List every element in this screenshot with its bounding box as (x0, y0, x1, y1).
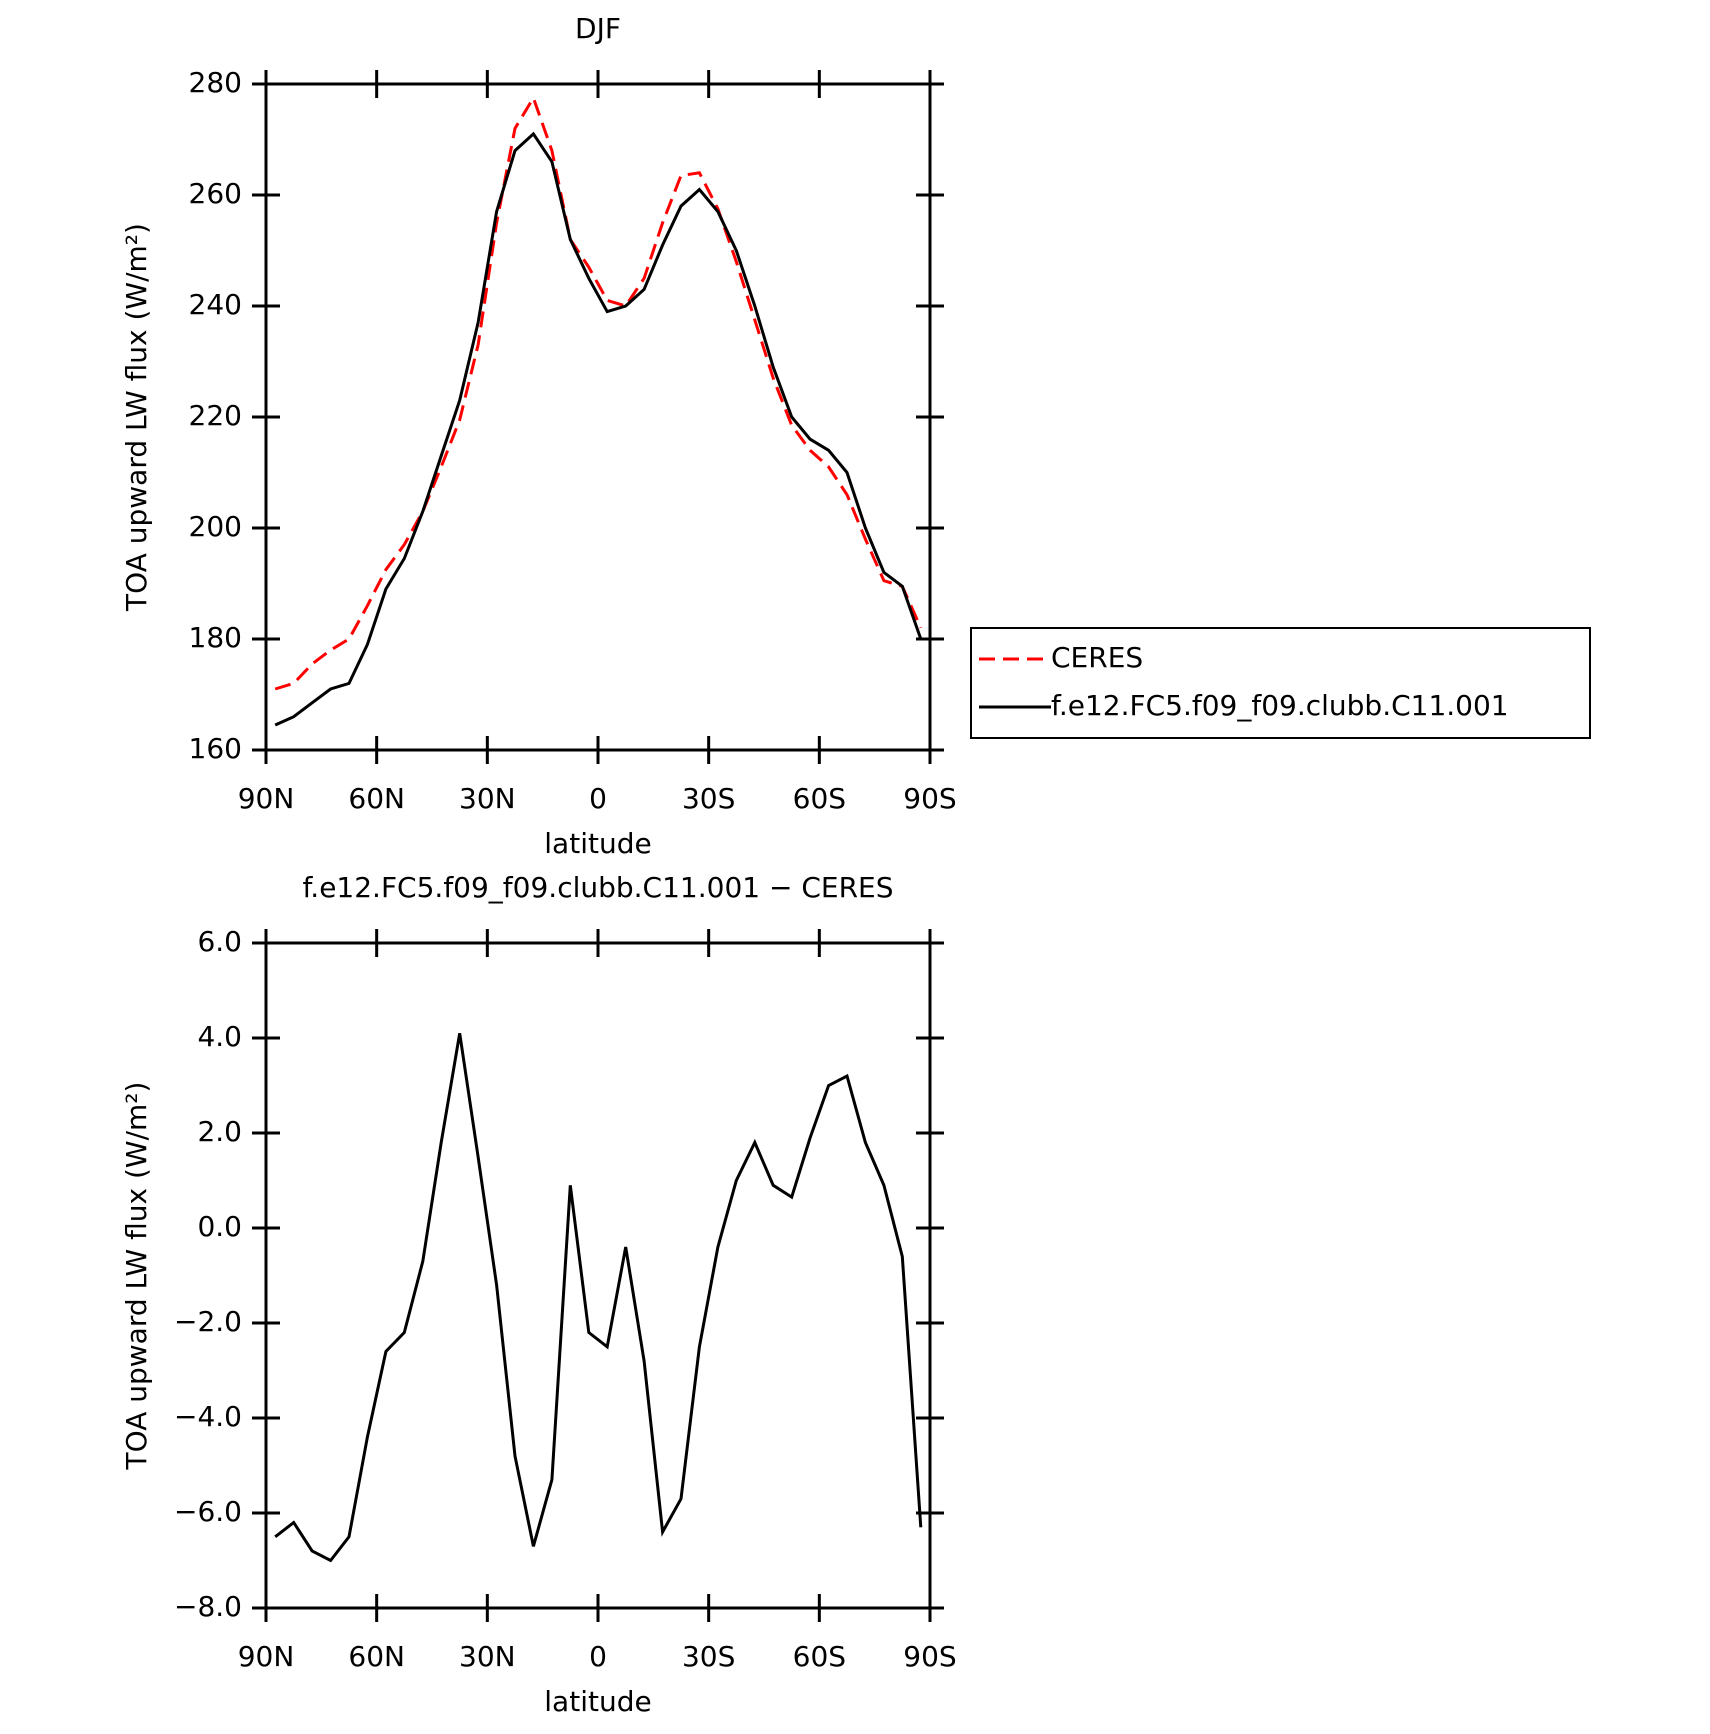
y-axis-label: TOA upward LW flux (W/m²) (120, 223, 153, 612)
plot-frame (264, 941, 932, 1610)
y-tick-label: −4.0 (174, 1400, 242, 1433)
legend-box (970, 627, 1591, 739)
y-tick-label: 240 (189, 288, 242, 321)
y-tick-label: 160 (189, 732, 242, 765)
x-tick-label: 90S (903, 782, 956, 815)
x-tick-label: 60S (793, 782, 846, 815)
x-axis-label: latitude (544, 1685, 651, 1718)
y-tick-label: −2.0 (174, 1305, 242, 1338)
y-tick-label: 2.0 (197, 1115, 242, 1148)
y-axis-label: TOA upward LW flux (W/m²) (120, 1082, 153, 1471)
x-tick-label: 90N (238, 1640, 295, 1673)
chart-title: DJF (575, 12, 621, 45)
y-tick-label: 4.0 (197, 1020, 242, 1053)
x-tick-label: 60N (348, 782, 405, 815)
x-tick-label: 90S (903, 1640, 956, 1673)
y-tick-label: 6.0 (197, 925, 242, 958)
x-axis-label: latitude (544, 827, 651, 860)
legend-label: f.e12.FC5.f09_f09.clubb.C11.001 (1051, 689, 1509, 722)
x-tick-label: 30S (682, 1640, 735, 1673)
x-tick-label: 60N (348, 1640, 405, 1673)
x-tick-label: 30S (682, 782, 735, 815)
y-tick-label: 220 (189, 399, 242, 432)
x-tick-label: 0 (589, 782, 607, 815)
y-tick-label: 280 (189, 66, 242, 99)
x-tick-label: 60S (793, 1640, 846, 1673)
y-tick-label: 260 (189, 177, 242, 210)
y-tick-label: −8.0 (174, 1590, 242, 1623)
chart-title: f.e12.FC5.f09_f09.clubb.C11.001 − CERES (302, 871, 893, 904)
x-tick-label: 0 (589, 1640, 607, 1673)
x-tick-label: 30N (459, 1640, 516, 1673)
y-tick-label: 0.0 (197, 1210, 242, 1243)
series-line (274, 1033, 923, 1563)
y-tick-label: 180 (189, 621, 242, 654)
x-tick-label: 30N (459, 782, 516, 815)
series-line (274, 131, 923, 727)
series-line (274, 94, 923, 691)
x-tick-label: 90N (238, 782, 295, 815)
y-tick-label: 200 (189, 510, 242, 543)
legend-label: CERES (1051, 641, 1143, 674)
y-tick-label: −6.0 (174, 1495, 242, 1528)
